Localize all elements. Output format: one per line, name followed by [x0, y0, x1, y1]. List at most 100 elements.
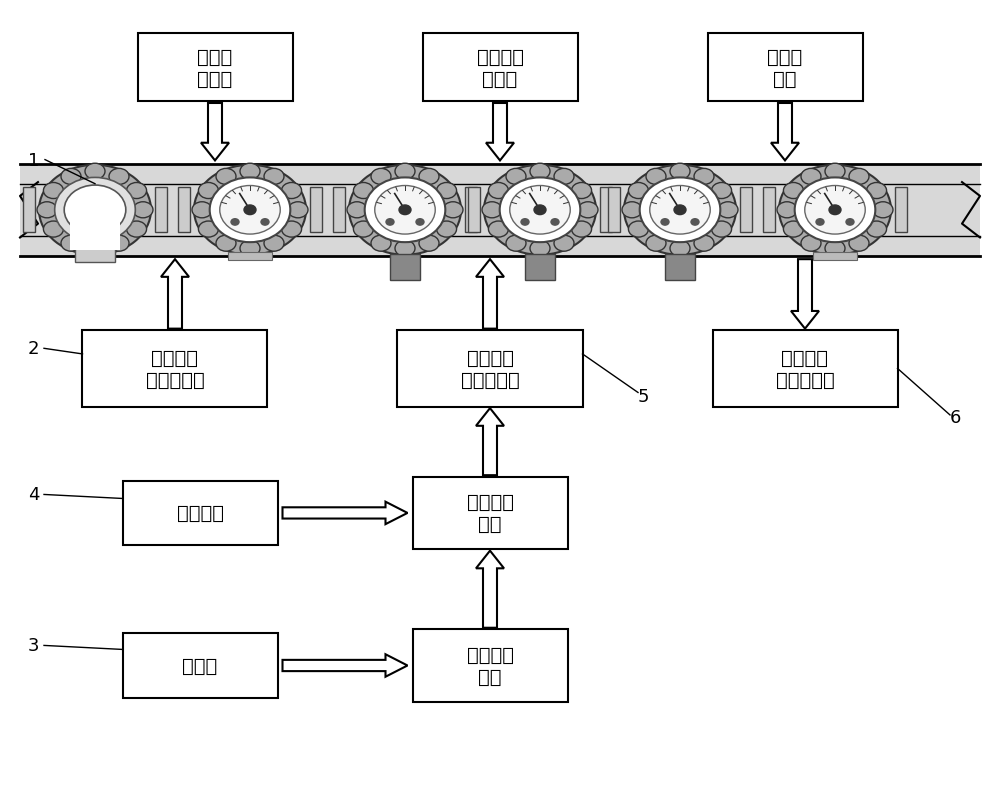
Text: 振动盘: 振动盘	[182, 656, 218, 675]
Circle shape	[85, 164, 105, 180]
Circle shape	[674, 205, 686, 215]
Circle shape	[216, 169, 236, 185]
Circle shape	[198, 184, 218, 199]
Circle shape	[650, 186, 710, 235]
Text: 1: 1	[28, 152, 39, 169]
Circle shape	[691, 220, 699, 226]
Circle shape	[867, 184, 887, 199]
Bar	[763, 188, 775, 233]
Circle shape	[534, 205, 546, 215]
Bar	[413, 477, 568, 549]
Circle shape	[240, 164, 260, 180]
Text: 上胶装置: 上胶装置	[176, 504, 224, 523]
Bar	[390, 255, 420, 281]
Bar	[608, 188, 620, 233]
Polygon shape	[486, 103, 514, 161]
Circle shape	[133, 202, 153, 218]
Circle shape	[216, 236, 236, 252]
Circle shape	[194, 165, 306, 255]
Circle shape	[779, 165, 891, 255]
Circle shape	[829, 205, 841, 215]
Circle shape	[801, 169, 821, 185]
Circle shape	[210, 178, 290, 243]
Circle shape	[244, 205, 256, 215]
Circle shape	[777, 202, 797, 218]
Circle shape	[198, 221, 218, 237]
Circle shape	[55, 178, 135, 243]
Bar	[228, 253, 272, 261]
Circle shape	[816, 220, 824, 226]
Bar	[465, 188, 477, 233]
Circle shape	[264, 169, 284, 185]
Circle shape	[347, 202, 367, 218]
Circle shape	[718, 202, 738, 218]
Circle shape	[37, 202, 57, 218]
Bar	[310, 188, 322, 233]
Bar	[82, 330, 267, 407]
Circle shape	[628, 184, 648, 199]
Circle shape	[825, 241, 845, 257]
Circle shape	[801, 236, 821, 252]
Circle shape	[712, 184, 732, 199]
Circle shape	[353, 184, 373, 199]
Circle shape	[127, 221, 147, 237]
Circle shape	[349, 165, 461, 255]
Text: 差压表
上料位: 差压表 上料位	[197, 47, 233, 89]
Circle shape	[240, 241, 260, 257]
Circle shape	[572, 184, 592, 199]
Circle shape	[624, 165, 736, 255]
Bar	[525, 255, 555, 281]
Circle shape	[795, 178, 875, 243]
Polygon shape	[771, 103, 799, 161]
Circle shape	[127, 184, 147, 199]
Bar	[708, 34, 862, 102]
Circle shape	[873, 202, 893, 218]
Circle shape	[43, 221, 63, 237]
Circle shape	[288, 202, 308, 218]
Bar	[895, 188, 907, 233]
Bar	[813, 253, 857, 261]
Circle shape	[419, 236, 439, 252]
Bar	[123, 481, 278, 545]
Bar	[422, 34, 578, 102]
Circle shape	[264, 236, 284, 252]
Circle shape	[849, 169, 869, 185]
Circle shape	[530, 164, 550, 180]
Text: 4: 4	[28, 486, 40, 504]
Polygon shape	[791, 260, 819, 329]
Bar	[155, 188, 167, 233]
Circle shape	[554, 169, 574, 185]
Circle shape	[661, 220, 669, 226]
Bar	[740, 188, 752, 233]
Circle shape	[261, 220, 269, 226]
Text: 螺纹接头
取料: 螺纹接头 取料	[466, 645, 514, 687]
Circle shape	[109, 236, 129, 252]
Circle shape	[506, 236, 526, 252]
Circle shape	[192, 202, 212, 218]
Circle shape	[670, 241, 690, 257]
Text: 2: 2	[28, 340, 40, 358]
Bar	[75, 249, 115, 263]
Circle shape	[371, 236, 391, 252]
Circle shape	[220, 186, 280, 235]
Polygon shape	[476, 408, 504, 476]
Circle shape	[482, 202, 502, 218]
Circle shape	[783, 221, 803, 237]
Circle shape	[521, 220, 529, 226]
Circle shape	[419, 169, 439, 185]
Bar	[23, 188, 35, 233]
Circle shape	[365, 178, 445, 243]
Bar	[178, 188, 190, 233]
Text: 第二机械
手（装配）: 第二机械 手（装配）	[461, 348, 519, 390]
Circle shape	[282, 184, 302, 199]
Polygon shape	[476, 551, 504, 628]
Circle shape	[416, 220, 424, 226]
Circle shape	[488, 184, 508, 199]
Polygon shape	[70, 217, 120, 251]
Circle shape	[867, 221, 887, 237]
Bar	[138, 34, 292, 102]
Bar	[468, 188, 480, 233]
Bar	[20, 164, 980, 257]
Polygon shape	[283, 502, 408, 525]
Circle shape	[783, 184, 803, 199]
